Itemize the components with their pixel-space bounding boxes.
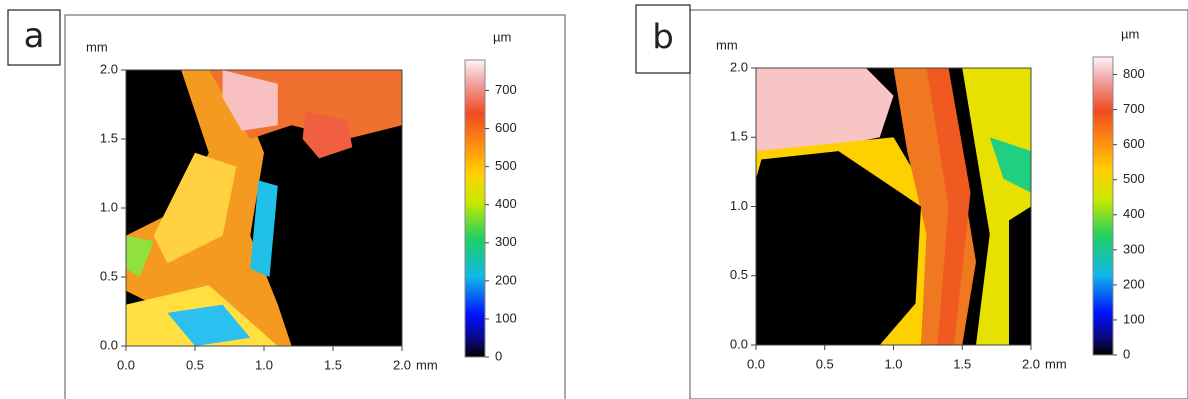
height-map-region xyxy=(277,180,402,346)
colorbar-tick-label: 500 xyxy=(1123,171,1145,186)
colorbar-unit: µm xyxy=(1121,26,1139,41)
panel-label-box xyxy=(7,9,61,66)
x-tick-label: 0.0 xyxy=(747,356,765,371)
panel-frame xyxy=(64,14,566,399)
height-map-region xyxy=(926,68,971,345)
colorbar xyxy=(464,59,486,358)
height-map-region xyxy=(250,180,278,277)
y-tick-label: 0.0 xyxy=(730,336,748,351)
panel-label: b xyxy=(652,18,674,58)
y-tick-label: 0.5 xyxy=(730,267,748,282)
panel-label-box xyxy=(635,4,691,74)
colorbar-tick-label: 200 xyxy=(495,272,517,287)
x-tick-label: 0.5 xyxy=(816,356,834,371)
height-map-region xyxy=(756,151,921,345)
panel-frame xyxy=(689,9,1188,399)
y-tick-label: 2.0 xyxy=(100,61,118,76)
colorbar-unit: µm xyxy=(493,29,511,44)
y-tick-label: 1.5 xyxy=(730,129,748,144)
height-map-region xyxy=(302,111,353,159)
y-tick-label: 1.0 xyxy=(730,198,748,213)
x-unit: mm xyxy=(416,357,438,372)
x-tick-label: 1.0 xyxy=(255,357,273,372)
x-tick-label: 0.0 xyxy=(117,357,135,372)
colorbar-tick-label: 600 xyxy=(495,120,517,135)
colorbar-tick-label: 700 xyxy=(495,82,517,97)
height-map-region xyxy=(1009,206,1031,345)
colorbar-tick-label: 800 xyxy=(1123,66,1145,81)
colorbar-tick-label: 100 xyxy=(495,310,517,325)
colorbar-tick-label: 200 xyxy=(1123,276,1145,291)
y-tick-label: 1.5 xyxy=(100,130,118,145)
y-unit: mm xyxy=(716,37,738,52)
y-tick-label: 0.0 xyxy=(100,337,118,352)
colorbar-tick-label: 400 xyxy=(1123,206,1145,221)
height-map-region xyxy=(756,68,894,165)
x-tick-label: 2.0 xyxy=(1022,356,1040,371)
colorbar-tick-label: 400 xyxy=(495,196,517,211)
height-map-region xyxy=(167,304,251,346)
panel-label: a xyxy=(24,16,45,56)
colorbar-tick-label: 300 xyxy=(1123,241,1145,256)
colorbar-tick-label: 700 xyxy=(1123,101,1145,116)
y-tick-label: 0.5 xyxy=(100,268,118,283)
colorbar-tick-label: 500 xyxy=(495,158,517,173)
x-tick-label: 2.0 xyxy=(393,357,411,372)
height-map-region xyxy=(222,70,278,131)
x-tick-label: 0.5 xyxy=(186,357,204,372)
height-map-region xyxy=(126,235,154,277)
colorbar-tick-label: 100 xyxy=(1123,311,1145,326)
colorbar-tick-label: 300 xyxy=(495,234,517,249)
height-map-region xyxy=(153,152,237,264)
x-tick-label: 1.5 xyxy=(953,356,971,371)
x-unit: mm xyxy=(1045,356,1067,371)
height-map-region xyxy=(989,137,1031,193)
y-unit: mm xyxy=(86,39,108,54)
colorbar-tick-label: 0 xyxy=(495,348,502,363)
y-tick-label: 1.0 xyxy=(100,199,118,214)
y-tick-label: 2.0 xyxy=(730,59,748,74)
x-tick-label: 1.5 xyxy=(324,357,342,372)
x-tick-label: 1.0 xyxy=(884,356,902,371)
colorbar-tick-label: 600 xyxy=(1123,136,1145,151)
colorbar xyxy=(1092,56,1114,356)
colorbar-tick-label: 0 xyxy=(1123,346,1130,361)
